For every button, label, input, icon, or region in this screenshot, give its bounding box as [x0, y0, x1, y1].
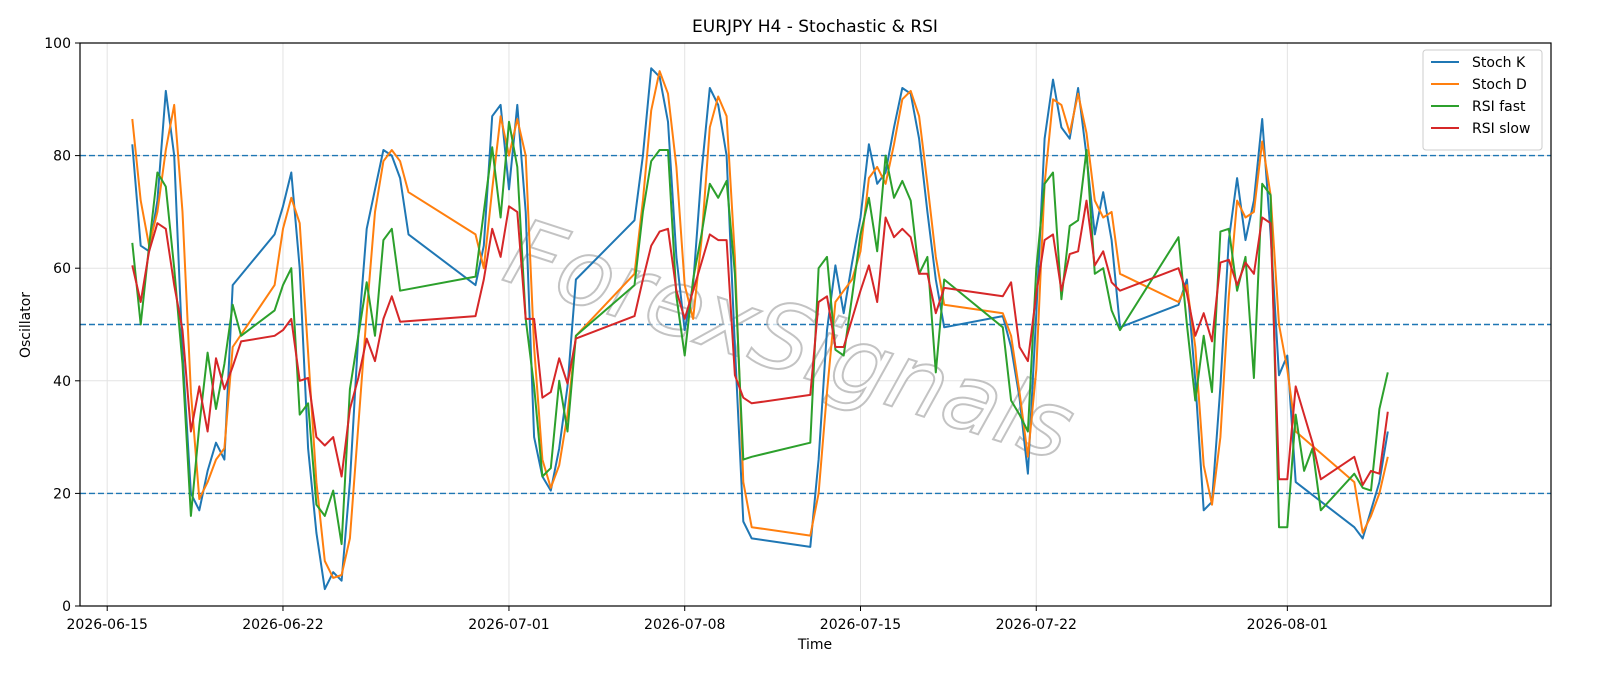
plot-frame — [79, 42, 1552, 607]
y-axis: 0 20 40 60 80 100 — [44, 36, 80, 615]
series-line-rsi-slow — [131, 199, 1389, 486]
legend-box — [1422, 49, 1543, 151]
x-axis: 2026-06-15 2026-06-22 2026-07-01 2026-07-08… — [67, 606, 1328, 633]
y-tick-label: 80 — [53, 149, 71, 165]
x-tick-label: 2026-07-08 — [644, 617, 725, 633]
y-tick-label: 100 — [44, 36, 71, 52]
y-tick-label: 0 — [62, 599, 71, 615]
legend-label: Stoch K — [1472, 55, 1526, 71]
y-tick-label: 60 — [53, 261, 71, 277]
x-tick-label: 2026-07-15 — [820, 617, 901, 633]
legend: Stoch K Stoch D RSI fast RSI slow — [1422, 49, 1543, 151]
x-tick-label: 2026-08-01 — [1247, 617, 1328, 633]
x-tick-label: 2026-06-22 — [242, 617, 323, 633]
reference-lines — [80, 154, 1551, 495]
x-tick-label: 2026-06-15 — [67, 617, 148, 633]
legend-label: RSI fast — [1472, 99, 1526, 115]
x-axis-label: Time — [797, 637, 832, 653]
x-tick-label: 2026-07-22 — [996, 617, 1077, 633]
y-tick-label: 20 — [53, 486, 71, 502]
chart-title: EURJPY H4 - Stochastic & RSI — [692, 17, 938, 37]
y-tick-label: 40 — [53, 374, 71, 390]
x-tick-label: 2026-07-01 — [468, 617, 549, 633]
y-axis-label: Oscillator — [18, 292, 34, 358]
series-line-rsi-fast — [131, 120, 1389, 546]
legend-label: Stoch D — [1472, 77, 1527, 93]
series-layer — [131, 67, 1389, 591]
series-line-stoch-k — [131, 67, 1389, 591]
legend-label: RSI slow — [1472, 121, 1530, 137]
